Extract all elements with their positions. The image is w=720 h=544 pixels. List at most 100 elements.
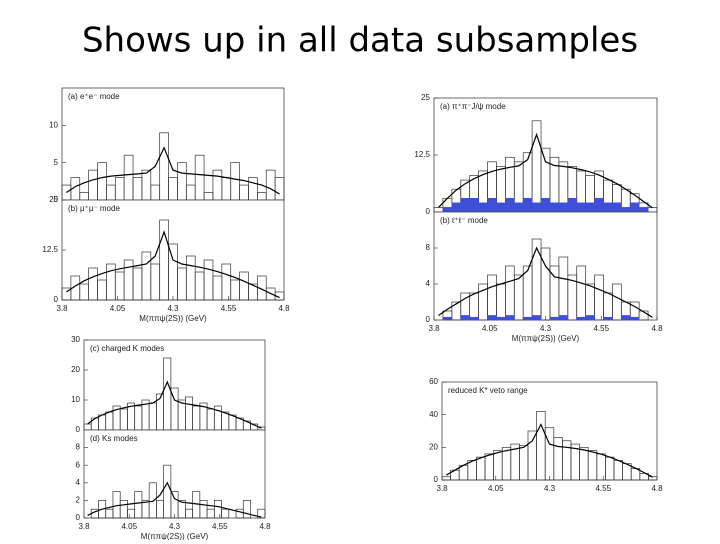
plot-frame	[83, 429, 266, 519]
histogram-bin	[221, 508, 230, 519]
histogram-bin	[257, 508, 266, 519]
x-axis-label: M(ππψ(2S)) (GeV)	[512, 334, 580, 343]
x-tick-label: 4.55	[221, 304, 237, 313]
background-bin	[469, 197, 479, 213]
fit-curve	[66, 146, 280, 195]
panel-label: (d) Ks modes	[90, 434, 138, 443]
y-tick-label: 0	[76, 513, 81, 522]
x-tick-label: 4.3	[544, 484, 556, 493]
plot-frame	[61, 87, 285, 201]
y-tick-label: 25	[49, 195, 58, 204]
background-bin	[487, 315, 497, 321]
x-tick-label: 3.8	[56, 304, 68, 313]
background-bin	[496, 202, 506, 213]
fit-curve	[66, 230, 280, 299]
panel-label: (a) e⁺e⁻ mode	[68, 92, 120, 101]
background-bin	[558, 202, 569, 213]
background-bin	[620, 207, 631, 213]
panel-label: (a) π⁺π⁻J/ψ mode	[440, 102, 506, 111]
y-tick-label: 4	[76, 478, 81, 487]
y-tick-label: 25	[421, 93, 430, 102]
y-tick-label: 5	[54, 158, 59, 167]
background-bin	[576, 316, 586, 321]
x-tick-label: 4.55	[212, 522, 228, 531]
y-tick-label: 12.5	[42, 245, 58, 254]
slide-title: Shows up in all data subsamples	[82, 21, 638, 61]
fit-curve	[438, 246, 653, 318]
x-tick-label: 4.8	[651, 484, 663, 493]
background-bin	[585, 315, 595, 321]
x-tick-label: 4.55	[595, 484, 611, 493]
background-bin	[594, 197, 604, 213]
x-axis-label: M(ππψ(2S)) (GeV)	[139, 314, 207, 323]
y-tick-label: 0	[76, 425, 81, 434]
background-bin	[487, 197, 497, 213]
y-tick-label: 40	[429, 410, 438, 419]
background-bin	[531, 202, 542, 213]
x-tick-label: 4.8	[651, 324, 663, 333]
x-tick-label: 3.8	[436, 484, 448, 493]
background-bin	[603, 316, 613, 321]
y-tick-label: 30	[71, 335, 80, 344]
y-tick-label: 20	[429, 442, 438, 451]
fit-curve	[438, 132, 653, 209]
plot-frame	[433, 97, 658, 213]
y-tick-label: 10	[71, 395, 80, 404]
y-tick-label: 0	[426, 207, 431, 216]
background-bin	[576, 202, 586, 213]
y-tick-label: 0	[426, 315, 431, 324]
x-tick-label: 4.8	[278, 304, 290, 313]
background-bin	[460, 315, 471, 321]
x-tick-label: 4.55	[593, 324, 609, 333]
fit-curve	[87, 481, 262, 518]
background-bin	[478, 202, 488, 213]
y-tick-label: 60	[429, 377, 438, 386]
y-tick-label: 8	[76, 443, 81, 452]
plot-frame	[441, 381, 658, 481]
fit-curve	[87, 380, 262, 429]
y-tick-label: 6	[76, 460, 81, 469]
background-bin	[603, 202, 613, 213]
y-tick-label: 20	[71, 365, 80, 374]
histogram-bin	[638, 310, 649, 321]
x-axis-label: M(ππψ(2S)) (GeV)	[141, 532, 209, 540]
background-bin	[513, 202, 524, 213]
plot-frame	[83, 339, 266, 431]
background-bin	[585, 202, 595, 213]
panel-label: reduced K* veto range	[448, 386, 528, 395]
plot-frame	[61, 199, 285, 301]
y-tick-label: 2	[76, 496, 81, 505]
x-tick-label: 4.05	[121, 522, 137, 531]
panel-label: (c) charged K modes	[90, 344, 164, 353]
x-tick-label: 4.05	[488, 484, 504, 493]
background-bin	[442, 316, 453, 321]
histogram-bin	[242, 500, 251, 519]
background-bin	[567, 197, 578, 213]
background-bin	[531, 315, 542, 321]
y-tick-label: 0	[54, 195, 59, 204]
background-bin	[612, 202, 622, 213]
x-tick-label: 4.05	[482, 324, 498, 333]
background-bin	[558, 315, 569, 321]
x-tick-label: 3.8	[428, 324, 440, 333]
y-tick-label: 4	[426, 279, 431, 288]
background-bin	[505, 315, 515, 321]
y-tick-label: 8	[426, 243, 431, 252]
y-tick-label: 10	[49, 120, 58, 129]
background-bin	[442, 207, 453, 213]
background-bin	[522, 316, 533, 321]
background-bin	[496, 316, 506, 321]
x-tick-label: 4.05	[110, 304, 126, 313]
background-bin	[505, 197, 515, 213]
background-bin	[620, 315, 631, 321]
x-tick-label: 4.3	[169, 522, 181, 531]
y-tick-label: 0	[434, 475, 439, 484]
background-bin	[638, 207, 649, 213]
background-bin	[540, 197, 551, 213]
x-tick-label: 4.8	[259, 522, 271, 531]
panel-label: (b) ℓ⁺ℓ⁻ mode	[440, 216, 488, 225]
y-tick-label: 12.5	[414, 150, 430, 159]
x-tick-label: 3.8	[78, 522, 90, 531]
